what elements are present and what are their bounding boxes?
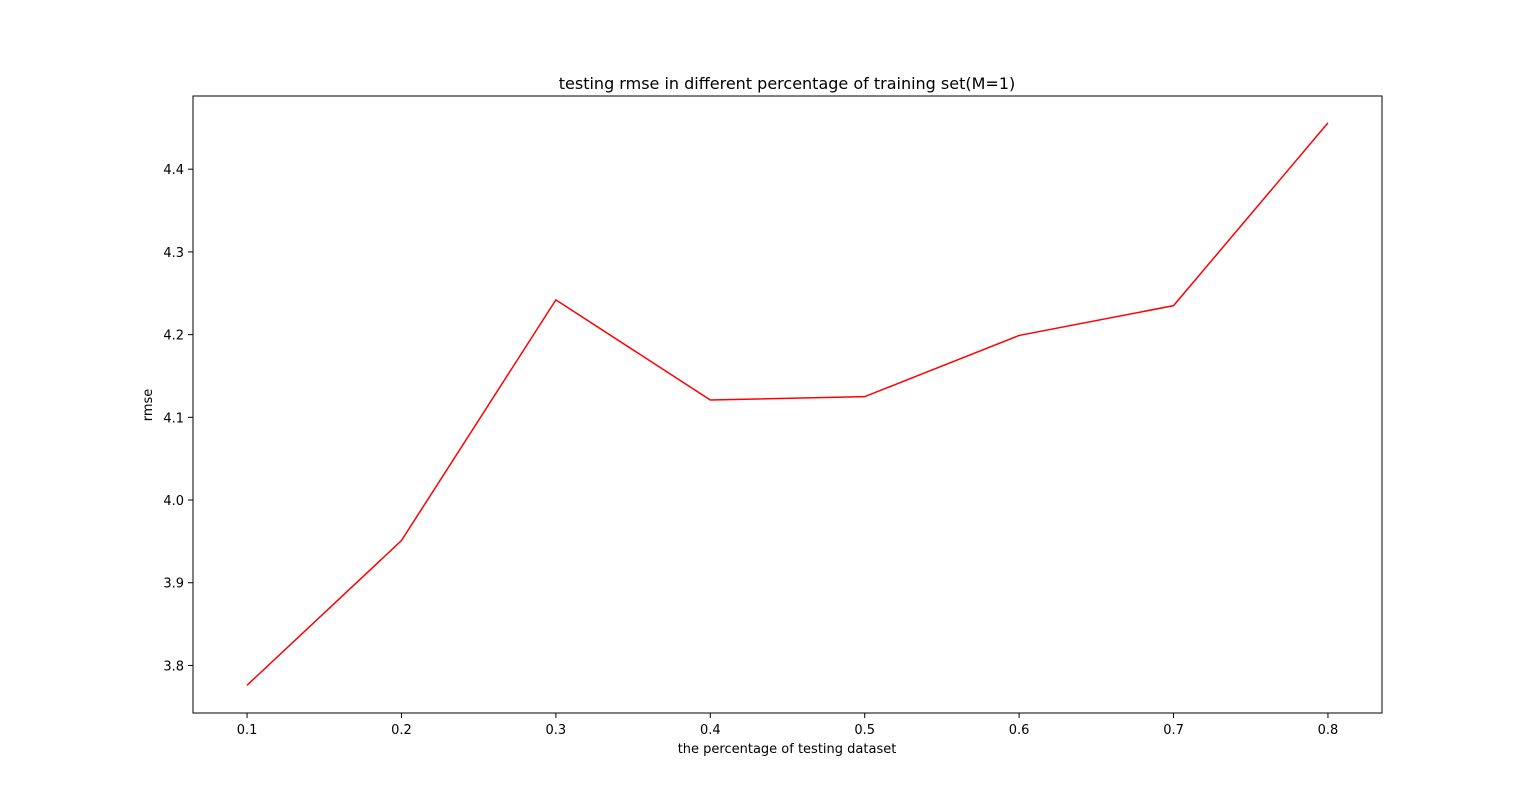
x-tick-label: 0.1 <box>237 723 258 738</box>
y-axis-label: rmse <box>141 389 156 422</box>
x-tick-label: 0.6 <box>1009 723 1030 738</box>
y-tick-label: 3.9 <box>163 577 184 592</box>
x-tick-label: 0.7 <box>1163 723 1184 738</box>
x-tick-label: 0.3 <box>546 723 567 738</box>
y-tick-label: 4.1 <box>163 411 184 426</box>
y-tick-label: 4.2 <box>163 329 184 344</box>
y-tick-label: 3.8 <box>163 659 184 674</box>
y-tick-label: 4.0 <box>163 494 184 509</box>
x-axis-label: the percentage of testing dataset <box>678 742 897 757</box>
y-tick-label: 4.3 <box>163 246 184 261</box>
x-tick-label: 0.8 <box>1318 723 1339 738</box>
x-tick-label: 0.2 <box>391 723 412 738</box>
x-tick-label: 0.5 <box>854 723 875 738</box>
plot-area: 0.1 0.2 0.3 0.4 0.5 0.6 0.7 0.8 3.8 3.9 4.0 4.1 4.2 4… <box>163 95 1383 738</box>
x-tick-label: 0.4 <box>700 723 721 738</box>
y-tick-label: 4.4 <box>163 163 184 178</box>
axes-frame <box>192 95 1383 714</box>
series-line-0 <box>246 122 1329 686</box>
chart-title: testing rmse in different percentage of … <box>559 74 1016 93</box>
